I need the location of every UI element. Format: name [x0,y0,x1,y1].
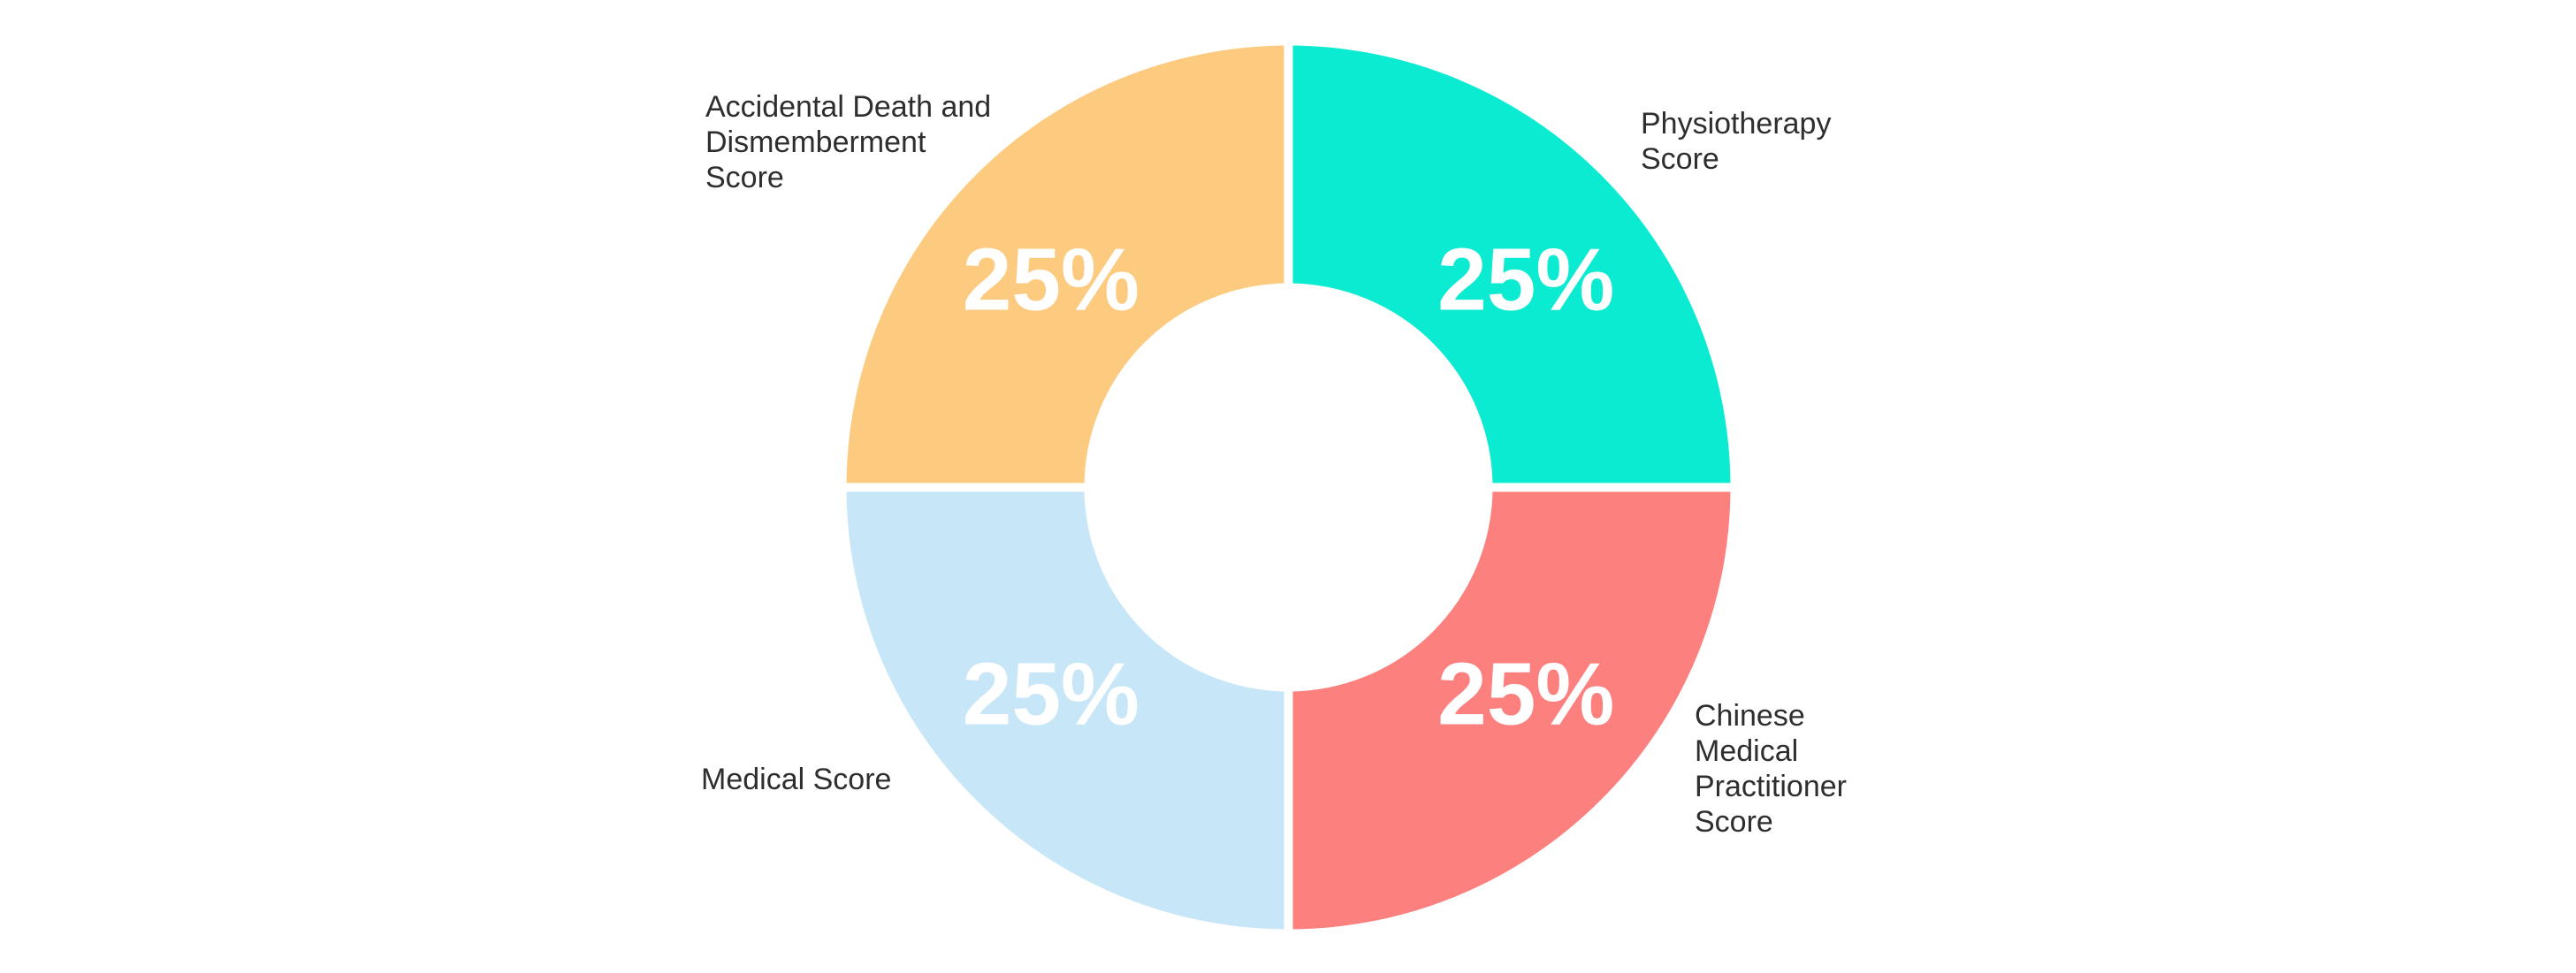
segment-value-accidental-death-and-dismemberment-score: 25% [962,230,1139,330]
pie-segment-medical-score[interactable] [846,487,1289,930]
segment-value-medical-score: 25% [962,644,1139,744]
segment-label-chinese-medical-practitioner-score: Chinese Medical Practitioner Score [1695,699,1847,839]
segment-value-physiotherapy-score: 25% [1437,230,1615,330]
segment-label-accidental-death-and-dismemberment-score: Accidental Death and Dismemberment Score [705,90,992,194]
pie-segment-accidental-death-and-dismemberment-score[interactable] [846,45,1289,488]
segment-value-chinese-medical-practitioner-score: 25% [1437,644,1615,744]
pie-segment-chinese-medical-practitioner-score[interactable] [1288,487,1731,930]
segment-label-medical-score: Medical Score [701,763,892,796]
segment-label-physiotherapy-score: Physiotherapy Score [1641,107,1832,176]
pie-segment-physiotherapy-score[interactable] [1288,45,1731,488]
